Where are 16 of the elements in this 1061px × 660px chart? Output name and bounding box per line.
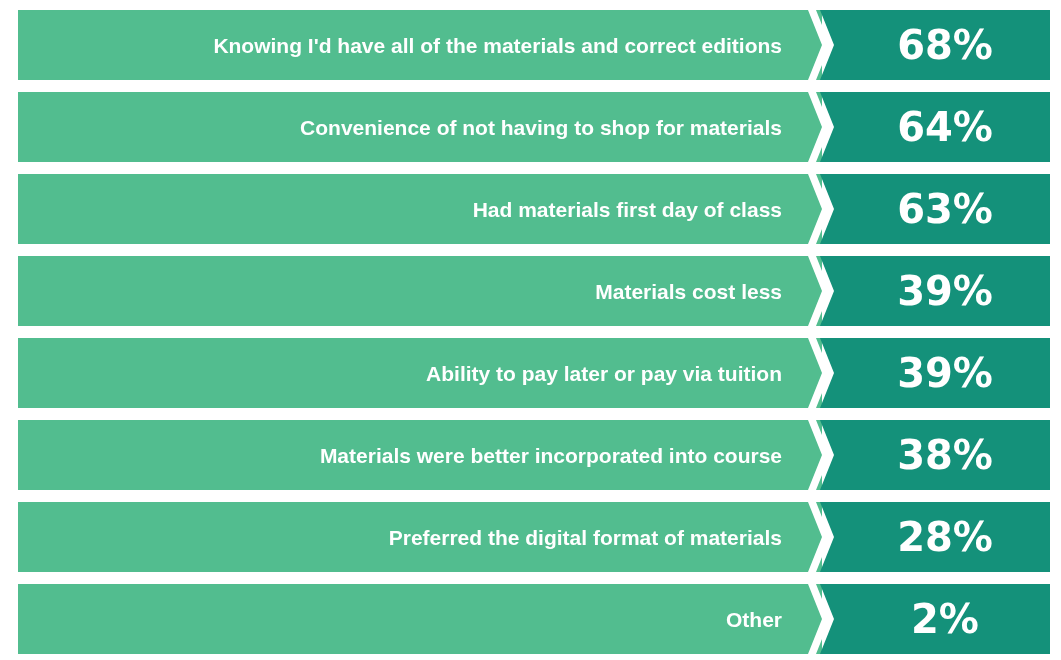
data-label: 39% [897, 268, 993, 314]
category-label: Materials cost less [595, 279, 782, 303]
data-label: 2% [911, 596, 979, 642]
category-label: Materials were better incorporated into course [319, 443, 782, 467]
data-label: 64% [897, 104, 993, 150]
data-label: 38% [897, 432, 993, 478]
category-label: Other [725, 607, 782, 631]
category-label: Ability to pay later or pay via tuition [426, 361, 782, 385]
category-label: Convenience of not having to shop for materials [300, 115, 782, 139]
category-label: Preferred the digital format of materials [388, 525, 782, 549]
data-label: 68% [897, 22, 993, 68]
category-label: Knowing I'd have all of the materials and correct editions [213, 33, 782, 57]
data-label: 28% [897, 514, 993, 560]
data-label: 63% [897, 186, 993, 232]
data-label: 39% [897, 350, 993, 396]
category-label: Had materials first day of class [472, 197, 782, 221]
